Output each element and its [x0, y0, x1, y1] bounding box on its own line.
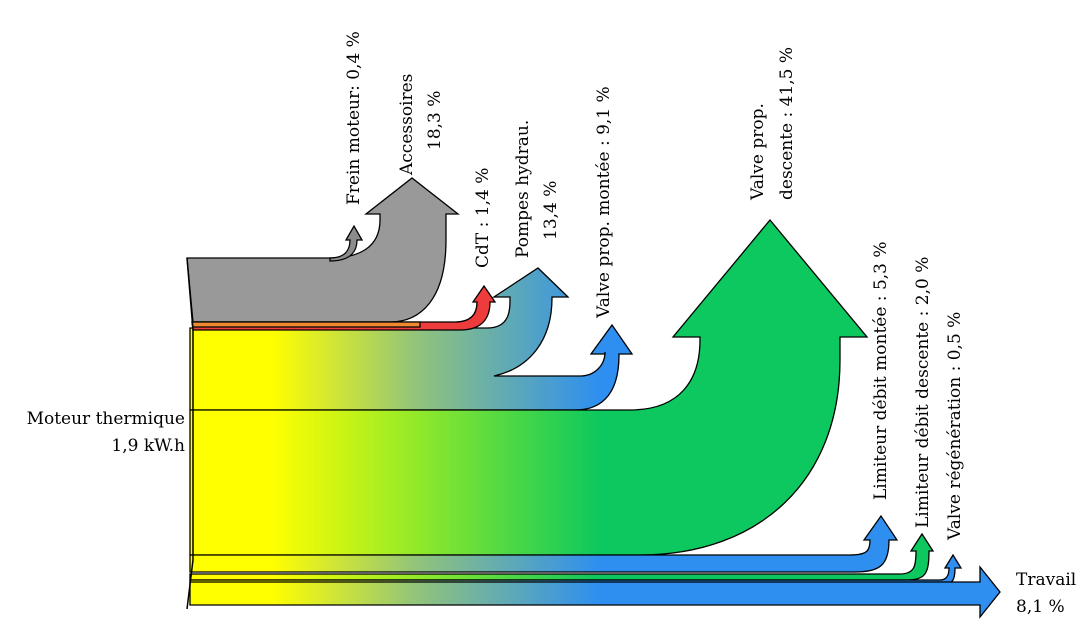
label-vpm: Valve prop. montée : 9,1 % — [594, 86, 614, 319]
label-pompes-2: 13,4 % — [541, 181, 561, 240]
label-frein: Frein moteur: 0,4 % — [344, 31, 364, 205]
label-vr: Valve régénération : 0,5 % — [945, 312, 965, 541]
label-accessoires-2: 18,3 % — [425, 91, 445, 150]
label-vpd-1: Valve prop. — [748, 103, 768, 201]
label-travail-2: 8,1 % — [1016, 597, 1065, 617]
label-pompes-1: Pompes hydrau. — [513, 120, 533, 258]
flow-accessoires — [186, 177, 460, 323]
label-travail-1: Travail — [1016, 570, 1076, 590]
flow-limiteur-descente — [189, 532, 935, 581]
flow-valve-prop-descente — [189, 218, 869, 556]
label-source-line2: 1,9 kW.h — [111, 436, 185, 456]
label-vpd-2: descente : 41,5 % — [777, 47, 797, 200]
source-edge — [186, 257, 194, 610]
flow-travail — [189, 565, 1001, 619]
label-ldm: Limiteur débit montée : 5,3 % — [871, 241, 891, 500]
flow-frein-moteur — [329, 224, 364, 262]
label-accessoires-1: Accessoires — [397, 74, 417, 176]
label-ldd: Limiteur débit descente : 2,0 % — [913, 257, 933, 528]
label-source-line1: Moteur thermique — [27, 409, 185, 429]
flow-pompes-hydrau — [189, 267, 634, 411]
label-cdt: CdT : 1,4 % — [473, 168, 493, 268]
flow-limiteur-montee — [189, 514, 899, 573]
flow-orange-strip — [191, 321, 421, 328]
